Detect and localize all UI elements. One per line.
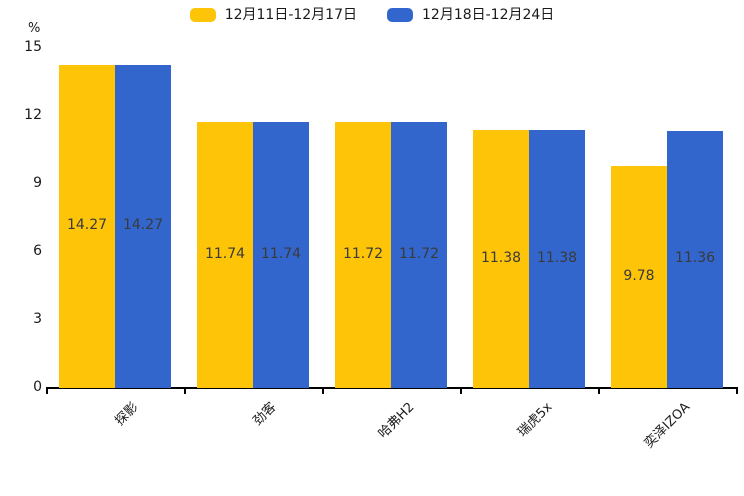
legend-swatch-week1 (189, 8, 216, 22)
bar-12月18日-12月24日-奕泽IZOA: 11.36 (667, 130, 723, 388)
bar-12月18日-12月24日-哈弗H2: 11.72 (391, 122, 447, 388)
x-tick-label-奕泽IZOA: 奕泽IZOA (642, 399, 694, 452)
legend-swatch-week2 (387, 8, 413, 22)
y-tick-label: 9 (33, 175, 42, 191)
legend-item-week1: 12月11日-12月17日 (189, 6, 357, 24)
bar-value-label: 11.36 (674, 250, 716, 267)
y-axis-unit-label: % (28, 21, 41, 36)
bar-12月11日-12月17日-劲客: 11.74 (197, 121, 253, 388)
bar-12月18日-12月24日-劲客: 11.74 (253, 121, 309, 388)
x-axis-tick (736, 389, 738, 394)
legend-label-week2: 12月18日-12月24日 (422, 7, 555, 23)
x-axis-line (46, 387, 738, 389)
y-tick-label: 6 (33, 243, 42, 259)
x-axis-tick (460, 389, 462, 394)
x-tick-label-探影: 探影 (112, 399, 142, 429)
y-tick-label: 3 (33, 311, 42, 327)
bar-value-label: 11.74 (204, 245, 246, 262)
legend-label-week1: 12月11日-12月17日 (224, 7, 357, 23)
chart-legend: 12月11日-12月17日 12月18日-12月24日 (0, 6, 744, 24)
bar-value-label: 11.72 (398, 246, 440, 263)
bar-value-label: 11.74 (260, 245, 302, 262)
legend-item-week2: 12月18日-12月24日 (387, 6, 554, 24)
y-tick-label: 0 (33, 379, 42, 395)
x-axis-tick (598, 389, 600, 394)
bar-12月11日-12月17日-哈弗H2: 11.72 (335, 122, 391, 388)
bar-value-label: 14.27 (66, 217, 108, 234)
bar-12月11日-12月17日-奕泽IZOA: 9.78 (611, 166, 667, 388)
x-axis-tick (322, 389, 324, 394)
bar-12月11日-12月17日-探影: 14.27 (59, 64, 115, 388)
x-tick-label-劲客: 劲客 (250, 399, 280, 429)
bar-12月11日-12月17日-瑞虎5x: 11.38 (473, 130, 529, 388)
x-tick-label-瑞虎5x: 瑞虎5x (515, 399, 556, 441)
x-axis-tick (46, 389, 48, 394)
x-axis-tick (184, 389, 186, 394)
bar-value-label: 11.38 (536, 250, 578, 267)
bar-12月18日-12月24日-瑞虎5x: 11.38 (529, 130, 585, 388)
bar-value-label: 11.38 (480, 250, 522, 267)
y-tick-label: 15 (24, 39, 42, 55)
bar-value-label: 9.78 (623, 268, 655, 285)
x-tick-label-哈弗H2: 哈弗H2 (375, 399, 418, 442)
bar-value-label: 14.27 (122, 217, 164, 234)
bar-value-label: 11.72 (342, 246, 384, 263)
bar-12月18日-12月24日-探影: 14.27 (115, 64, 171, 388)
y-tick-label: 12 (24, 107, 42, 123)
